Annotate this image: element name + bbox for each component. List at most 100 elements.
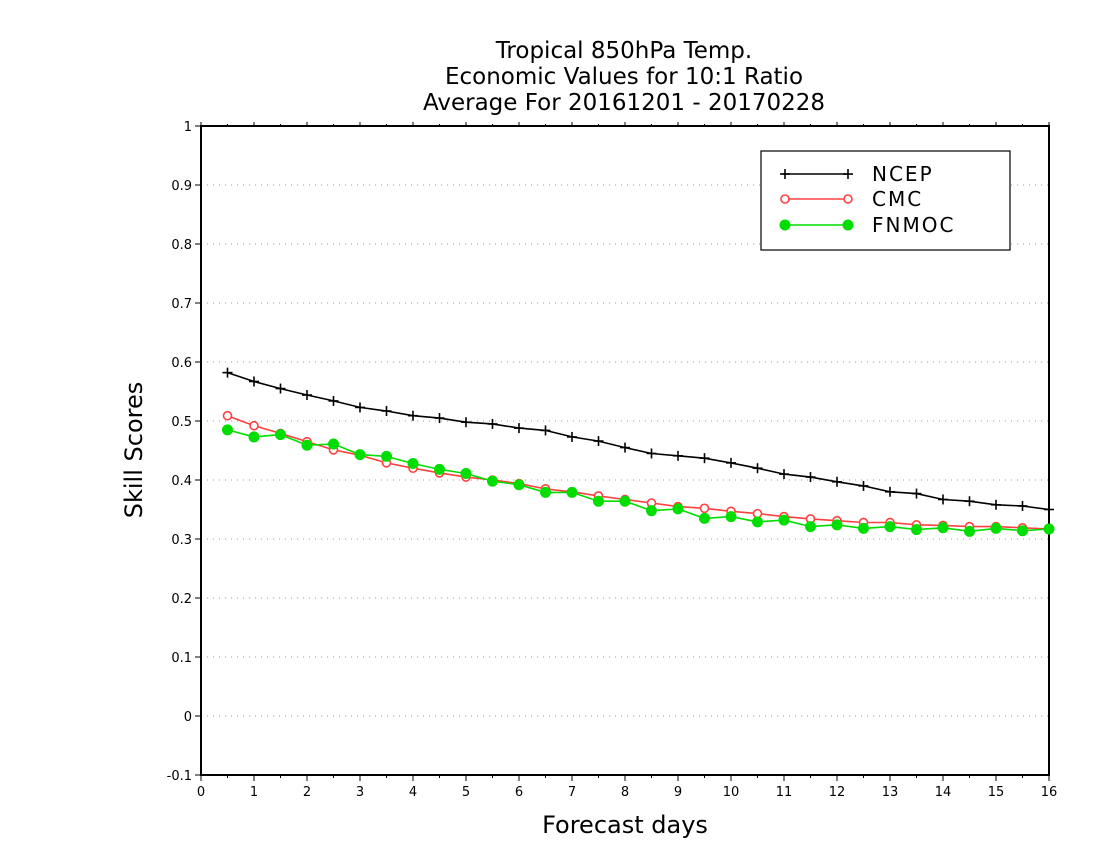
x-axis-title: Forecast days [542,811,708,839]
x-tick-label-10: 10 [723,785,740,800]
series-cmc [222,410,1054,534]
y-axis-title: Skill Scores [120,382,148,519]
data-point-ncep-4 [328,395,339,406]
data-point-ncep-5 [355,402,365,413]
data-point-ncep-10 [487,418,498,429]
legend-label-fnmoc: FNMOC [872,213,955,237]
x-tick-label-6: 6 [515,785,523,800]
y-tick-label-1: 0 [184,710,192,725]
x-tick-label-4: 4 [409,785,417,800]
data-point-ncep-19 [726,457,736,468]
legend-marker-left-fnmoc [779,219,791,231]
data-point-fnmoc-0 [222,424,233,436]
data-point-ncep-26 [911,488,922,499]
data-point-ncep-16 [646,448,657,459]
x-tick-label-3: 3 [356,785,364,800]
data-point-fnmoc-29 [990,522,1002,534]
data-point-ncep-14 [593,436,604,447]
legend-label-cmc: CMC [872,187,923,211]
y-tick-label-11: 1 [184,120,192,135]
y-tick-label-10: 0.9 [171,179,192,194]
data-point-ncep-9 [461,417,471,428]
data-point-ncep-29 [991,499,1001,510]
chart-title-line-1: Tropical 850hPa Temp. [495,38,752,64]
data-point-fnmoc-3 [301,439,313,451]
data-point-fnmoc-15 [619,495,631,507]
data-point-fnmoc-16 [646,505,657,517]
legend-marker-right-fnmoc [842,219,854,231]
x-tick-label-2: 2 [303,785,311,800]
data-point-fnmoc-31 [1043,523,1055,535]
y-tick-label-0: -0.1 [167,769,192,784]
data-point-ncep-15 [620,442,630,453]
data-point-fnmoc-23 [831,519,843,531]
chart-title: Tropical 850hPa Temp.Economic Values for… [423,38,825,116]
chart-title-line-3: Average For 20161201 - 20170228 [423,90,825,116]
y-tick-label-9: 0.8 [171,238,192,253]
data-point-ncep-31 [1044,504,1054,515]
data-point-fnmoc-13 [566,486,578,498]
x-tick-label-15: 15 [988,785,1005,800]
x-tick-label-16: 16 [1041,785,1058,800]
data-point-ncep-27 [938,494,948,505]
data-point-ncep-18 [699,453,710,464]
data-point-fnmoc-21 [778,514,790,526]
data-point-fnmoc-11 [513,479,525,491]
data-point-fnmoc-24 [858,522,869,534]
y-tick-label-6: 0.5 [171,415,192,430]
data-point-fnmoc-12 [540,486,551,498]
x-tick-label-1: 1 [250,785,258,800]
y-tick-label-4: 0.3 [171,533,192,548]
series-line-fnmoc [227,429,1050,533]
data-point-fnmoc-8 [434,463,445,475]
data-point-fnmoc-5 [354,449,366,461]
data-point-fnmoc-30 [1017,525,1028,537]
x-tick-label-5: 5 [462,785,470,800]
data-point-fnmoc-10 [487,475,498,487]
series-line-ncep [227,371,1050,511]
data-point-fnmoc-18 [699,512,710,524]
data-point-fnmoc-19 [725,511,737,523]
y-tick-label-3: 0.2 [171,592,192,607]
data-point-ncep-17 [673,450,683,461]
series-fnmoc [222,424,1055,537]
data-point-ncep-6 [381,405,392,416]
data-point-ncep-22 [805,472,816,483]
data-point-ncep-21 [779,469,789,480]
legend-marker-right-cmc [843,194,853,204]
x-tick-label-9: 9 [674,785,682,800]
data-point-ncep-2 [275,383,286,394]
legend-label-ncep: NCEP [872,162,934,186]
data-point-ncep-11 [514,423,524,434]
legend-marker-right-ncep [843,169,853,179]
data-point-fnmoc-2 [275,429,286,441]
data-point-ncep-28 [964,496,975,507]
data-point-ncep-13 [567,431,577,442]
data-point-fnmoc-28 [964,525,975,537]
y-tick-label-8: 0.7 [171,297,192,312]
y-tick-label-5: 0.4 [171,474,192,489]
data-point-ncep-20 [752,463,763,474]
data-point-ncep-12 [540,425,551,436]
data-point-ncep-7 [408,410,418,421]
data-point-fnmoc-14 [593,495,604,507]
x-tick-label-8: 8 [621,785,629,800]
legend-marker-left-cmc [780,194,790,204]
data-point-ncep-3 [302,390,312,401]
data-point-cmc-0 [222,410,233,421]
y-tick-label-7: 0.6 [171,356,192,371]
data-point-ncep-23 [832,476,842,487]
data-point-fnmoc-20 [752,516,763,528]
data-point-fnmoc-22 [805,521,816,533]
data-point-cmc-1 [249,420,259,431]
legend-marker-left-ncep [780,169,790,179]
data-point-ncep-1 [249,376,259,387]
data-point-fnmoc-25 [884,521,896,533]
x-tick-label-14: 14 [935,785,952,800]
data-point-ncep-8 [434,413,445,424]
data-point-fnmoc-17 [672,503,684,515]
x-tick-label-13: 13 [882,785,899,800]
